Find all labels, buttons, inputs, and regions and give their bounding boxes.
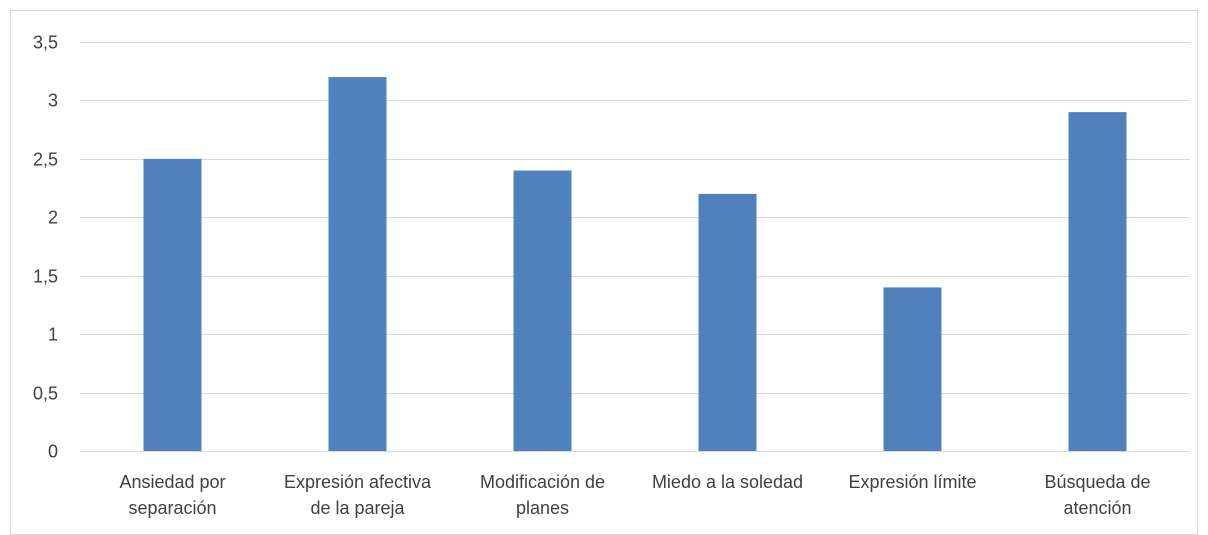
x-tick-label-line: de la pareja bbox=[310, 498, 405, 518]
bar bbox=[698, 193, 757, 451]
bar bbox=[1068, 112, 1127, 451]
y-axis-ticks: 0 0,5 1 1,5 2 2,5 3 3,5 bbox=[33, 33, 58, 462]
x-tick-label-line: planes bbox=[516, 498, 569, 518]
x-tick-label-line: Expresión límite bbox=[848, 472, 976, 492]
y-tick-label: 0,5 bbox=[33, 384, 58, 404]
bar bbox=[513, 170, 572, 452]
gridlines bbox=[80, 42, 1190, 452]
y-tick-label: 3 bbox=[48, 91, 58, 111]
x-tick-label: Miedo a la soledad bbox=[652, 472, 803, 492]
x-tick-label: Expresión límite bbox=[848, 472, 976, 492]
bar bbox=[143, 158, 202, 451]
x-tick-label: Búsqueda de atención bbox=[1044, 472, 1150, 518]
x-tick-label: Ansiedad por separación bbox=[119, 472, 225, 518]
x-tick-label-line: Búsqueda de bbox=[1044, 472, 1150, 492]
bar bbox=[328, 77, 387, 452]
y-tick-label: 1 bbox=[48, 325, 58, 345]
bar bbox=[883, 287, 942, 451]
bars bbox=[143, 77, 1127, 452]
x-tick-label-line: Miedo a la soledad bbox=[652, 472, 803, 492]
x-tick-label: Modificación de planes bbox=[480, 472, 605, 518]
y-tick-label: 2,5 bbox=[33, 150, 58, 170]
x-tick-label-line: Expresión afectiva bbox=[284, 472, 432, 492]
x-axis-labels: Ansiedad por separación Expresión afectiva… bbox=[119, 472, 1150, 518]
y-tick-label: 3,5 bbox=[33, 33, 58, 53]
x-tick-label-line: separación bbox=[128, 498, 216, 518]
y-tick-label: 0 bbox=[48, 442, 58, 462]
x-tick-label-line: atención bbox=[1063, 498, 1131, 518]
y-tick-label: 2 bbox=[48, 208, 58, 228]
x-tick-label: Expresión afectiva de la pareja bbox=[284, 472, 432, 518]
x-tick-label-line: Ansiedad por bbox=[119, 472, 225, 492]
x-tick-label-line: Modificación de bbox=[480, 472, 605, 492]
chart-frame bbox=[10, 10, 1198, 535]
y-tick-label: 1,5 bbox=[33, 267, 58, 287]
